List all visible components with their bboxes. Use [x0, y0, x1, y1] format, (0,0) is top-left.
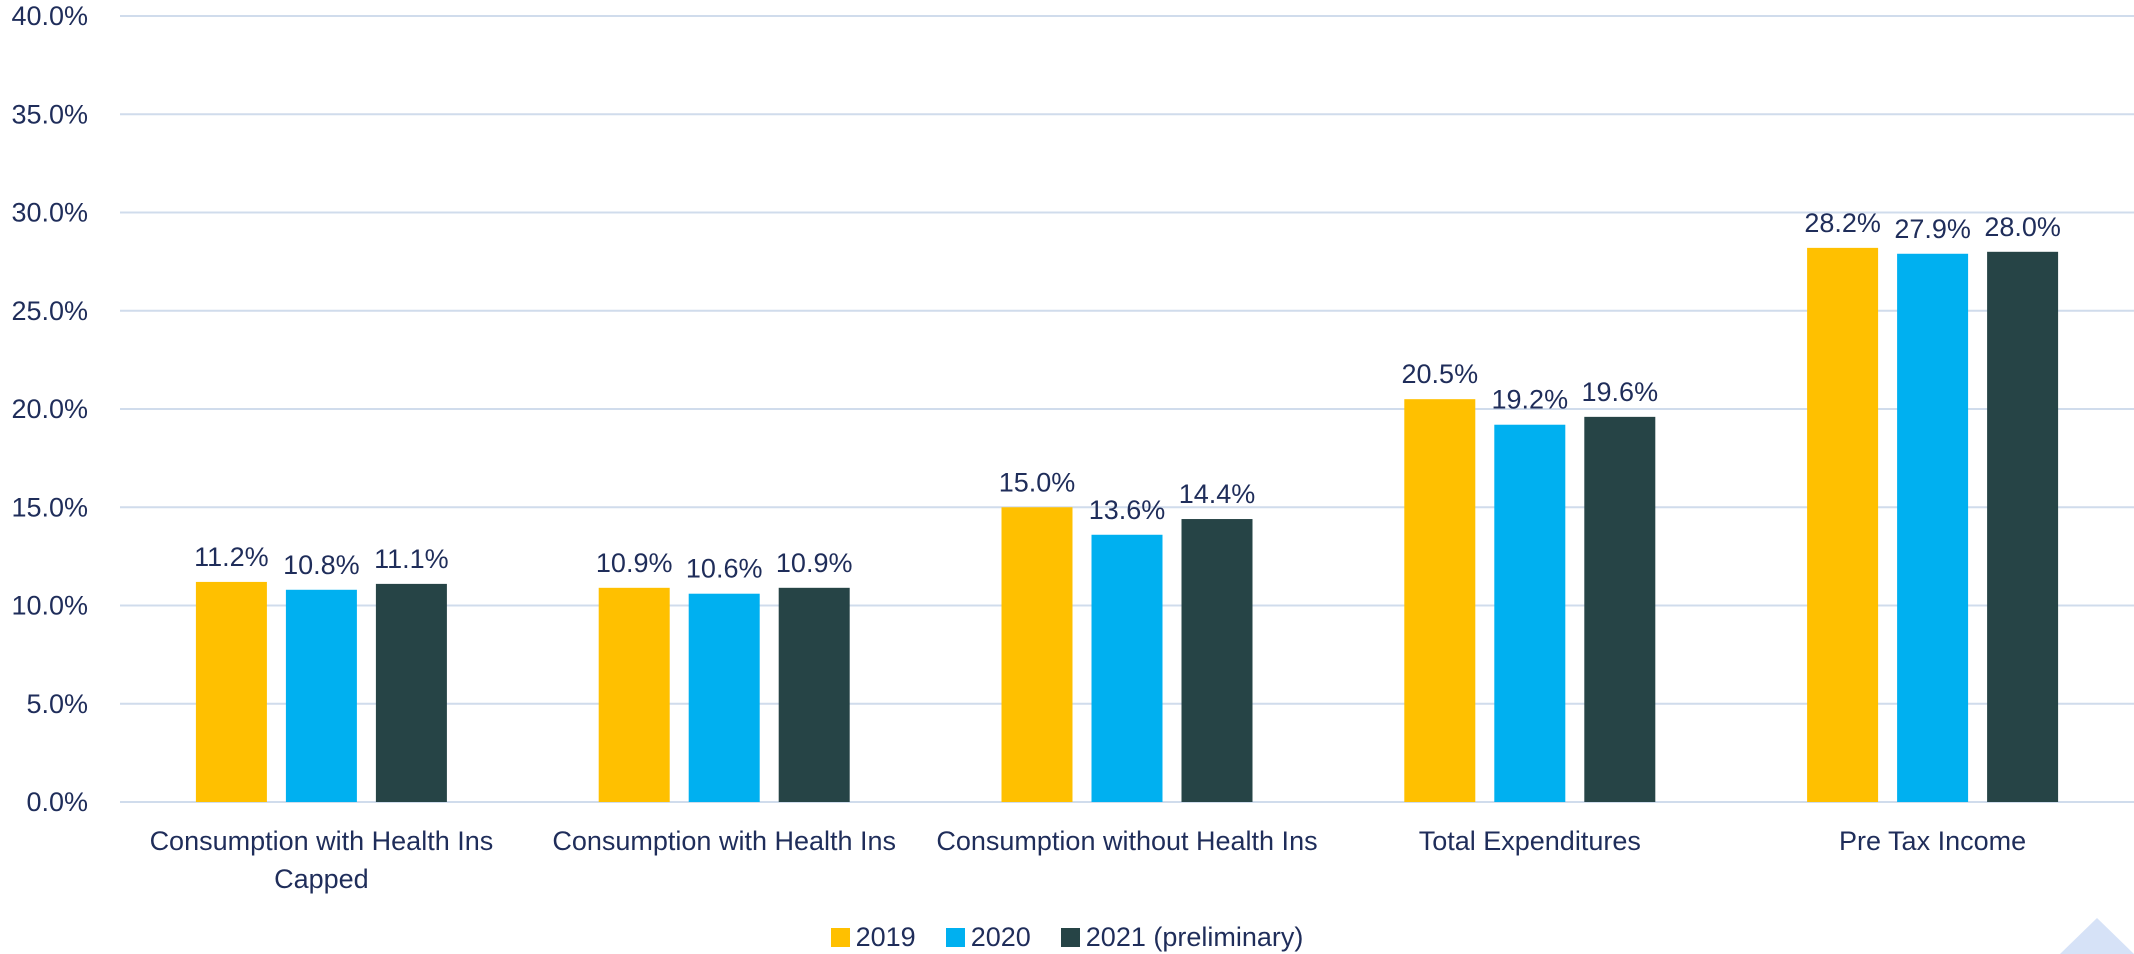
bar	[1181, 519, 1253, 802]
bar	[1404, 399, 1476, 802]
bar	[688, 593, 760, 802]
x-tick-label: Consumption without Health Ins	[936, 826, 1318, 856]
bar	[1091, 534, 1163, 802]
data-label: 10.6%	[686, 554, 763, 584]
x-tick-label: Consumption with Health Ins Capped	[149, 826, 494, 894]
legend-swatch	[945, 927, 965, 947]
y-tick-label: 20.0%	[11, 394, 88, 424]
y-tick-label: 5.0%	[26, 689, 88, 719]
data-label: 11.2%	[194, 542, 269, 572]
x-tick-label: Consumption with Health Ins	[552, 826, 897, 856]
y-tick-label: 25.0%	[11, 296, 88, 326]
bar	[1001, 507, 1073, 802]
bar	[1897, 253, 1969, 802]
y-tick-label: 10.0%	[11, 591, 88, 621]
legend-swatch	[1060, 927, 1080, 947]
bar	[1584, 416, 1656, 802]
y-tick-label: 35.0%	[11, 99, 88, 129]
x-tick-label: Pre Tax Income	[1839, 826, 2027, 856]
data-label: 28.2%	[1804, 208, 1881, 238]
x-tick-label: Total Expenditures	[1418, 826, 1641, 856]
data-label: 27.9%	[1894, 214, 1971, 244]
legend-item: 2021 (preliminary)	[1060, 920, 1304, 954]
y-tick-label: 0.0%	[26, 787, 88, 817]
y-tick-label: 30.0%	[11, 198, 88, 228]
legend-label: 2019	[855, 922, 916, 952]
data-label: 10.8%	[283, 550, 360, 580]
bar	[1807, 247, 1879, 802]
decoration	[2060, 918, 2134, 954]
legend-item: 2020	[945, 920, 1031, 954]
bar	[1494, 424, 1566, 802]
data-label: 19.2%	[1492, 385, 1569, 415]
data-label: 15.0%	[999, 467, 1076, 497]
bar	[285, 589, 357, 802]
legend-item: 2019	[830, 920, 916, 954]
data-label: 13.6%	[1089, 495, 1166, 525]
y-tick-label: 15.0%	[11, 492, 88, 522]
legend: 2019 2020 2021 (preliminary)	[0, 920, 2134, 954]
bar	[1987, 251, 2059, 803]
data-label: 20.5%	[1402, 359, 1479, 389]
bar	[598, 587, 670, 802]
legend-swatch	[830, 927, 850, 947]
bar	[778, 587, 850, 802]
y-tick-label: 40.0%	[11, 1, 88, 31]
data-label: 28.0%	[1984, 212, 2061, 242]
data-label: 11.1%	[374, 544, 449, 574]
bar	[375, 583, 447, 802]
data-label: 19.6%	[1582, 377, 1659, 407]
legend-label: 2021 (preliminary)	[1085, 922, 1304, 952]
data-label: 10.9%	[596, 548, 673, 578]
data-label: 10.9%	[776, 548, 853, 578]
data-label: 14.4%	[1179, 479, 1256, 509]
bar	[195, 581, 267, 802]
legend-label: 2020	[970, 922, 1031, 952]
